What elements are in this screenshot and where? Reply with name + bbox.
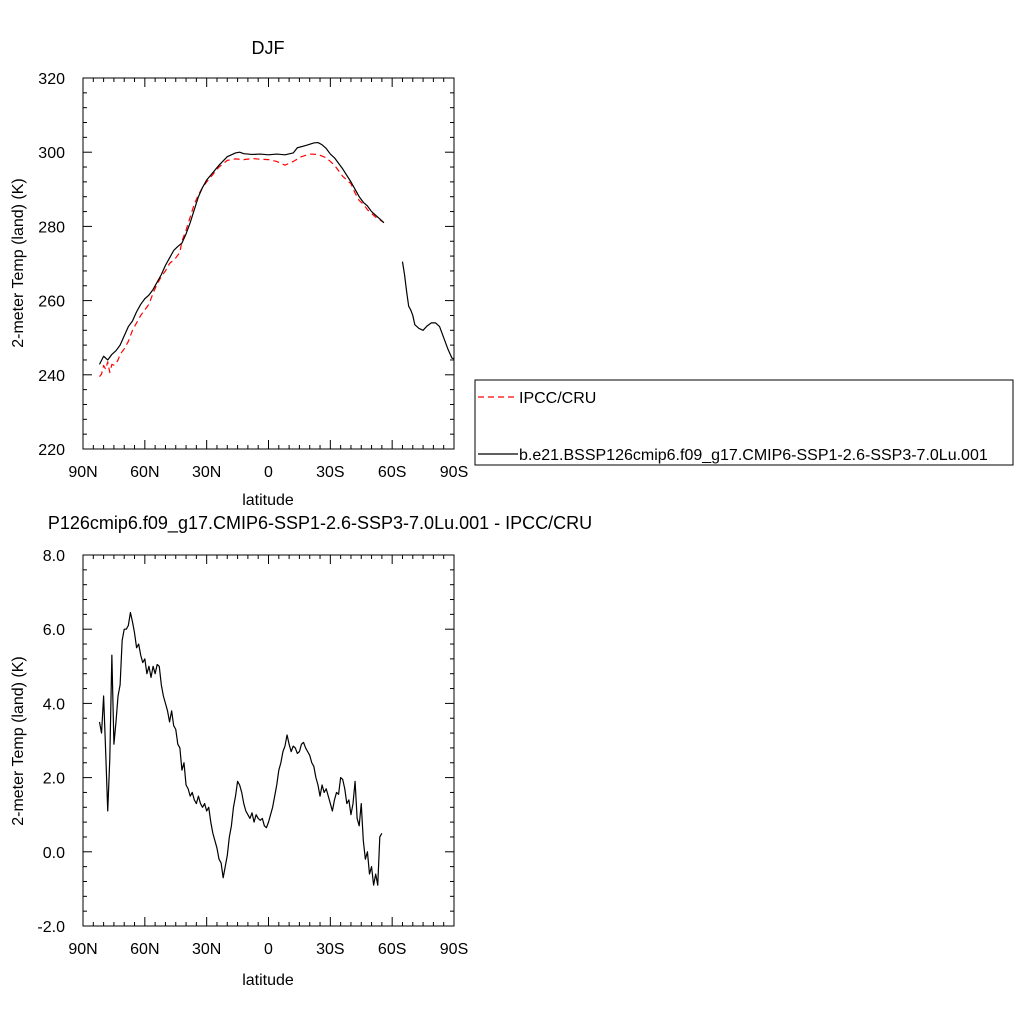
top-y-axis-label: 2-meter Temp (land) (K) [10,178,27,348]
bottom-x-tick-label: 30S [316,941,344,958]
bottom-y-tick-label: 0.0 [43,845,65,862]
top-chart-title: DJF [252,38,285,58]
top-x-tick-label: 90N [68,464,97,481]
top-y-tick-label: 280 [38,219,65,236]
bottom-x-tick-label: 30N [192,941,221,958]
bottom-y-tick-label: 6.0 [43,622,65,639]
bottom-x-axis-label: latitude [242,972,294,989]
bottom-panel: P126cmip6.f09_g17.CMIP6-SSP1-2.6-SSP3-7.… [10,513,592,989]
bottom-x-tick-label: 60S [378,941,406,958]
top-y-tick-label: 300 [38,145,65,162]
top-y-tick-label: 320 [38,71,65,88]
bottom-y-axis-label: 2-meter Temp (land) (K) [10,656,27,826]
top-x-tick-label: 60N [130,464,159,481]
bottom-series-line-model [98,611,383,886]
bottom-y-tick-label: -2.0 [37,919,65,936]
bottom-x-tick-label: 90N [68,941,97,958]
bottom-y-tick-label: 2.0 [43,771,65,788]
top-panel: DJF 90N 60N 30N 0 30S 60S 90S 220 240 260 280 300 32… [10,38,468,509]
top-y-tick-label: 240 [38,368,65,385]
bottom-chart-title: P126cmip6.f09_g17.CMIP6-SSP1-2.6-SSP3-7.… [48,513,592,534]
legend: IPCC/CRU b.e21.BSSP126cmip6.f09_g17.CMIP… [474,379,1014,466]
top-x-tick-label: 0 [264,464,273,481]
top-x-tick-label: 30N [192,464,221,481]
bottom-y-tick-label: 4.0 [43,696,65,713]
top-series-line-model [401,261,455,360]
legend-box [474,379,1014,466]
top-x-tick-label: 60S [378,464,406,481]
legend-label-model: b.e21.BSSP126cmip6.f09_g17.CMIP6-SSP1-2.… [519,447,988,464]
top-series-line-model [98,141,385,365]
bottom-x-tick-label: 90S [440,941,468,958]
bottom-y-tick-label: 8.0 [43,548,65,565]
bottom-x-tick-label: 60N [130,941,159,958]
top-x-axis-label: latitude [242,492,294,509]
top-series-line-ipcc-cru [99,153,385,378]
top-y-tick-label: 260 [38,294,65,311]
top-x-tick-label: 30S [316,464,344,481]
bottom-x-tick-label: 0 [264,941,273,958]
top-x-tick-label: 90S [440,464,468,481]
legend-label-ipcc-cru: IPCC/CRU [519,390,596,407]
top-y-tick-label: 220 [38,442,65,459]
